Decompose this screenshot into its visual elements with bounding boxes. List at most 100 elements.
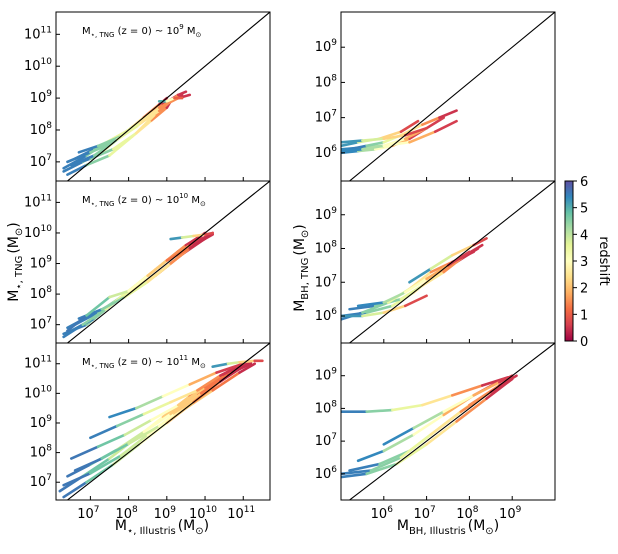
track-segment xyxy=(127,274,150,293)
one-to-one-line xyxy=(348,181,555,343)
track-segment xyxy=(203,231,214,236)
track-segment xyxy=(403,277,428,294)
plot-area xyxy=(62,12,270,181)
y-tick-label: 109 xyxy=(315,367,338,384)
right-ylabel: MBH, TNG(M⊙) xyxy=(292,224,311,312)
track-segment xyxy=(127,424,161,446)
track-segment xyxy=(161,383,192,398)
axes-frame xyxy=(340,180,556,344)
track-segment xyxy=(142,400,172,416)
track-segment xyxy=(112,131,138,151)
y-tick-label: 108 xyxy=(30,121,53,138)
one-to-one-line xyxy=(66,12,270,181)
track-segment xyxy=(450,243,475,257)
track-segment xyxy=(150,403,180,422)
track-segment xyxy=(134,395,165,410)
track-segment xyxy=(96,433,127,448)
axes-frame xyxy=(55,342,271,501)
track-segment xyxy=(365,408,394,413)
track-segment xyxy=(450,384,484,397)
track-segment xyxy=(361,311,386,318)
track-segment xyxy=(180,234,195,239)
track-segment xyxy=(403,294,428,308)
track-segment xyxy=(89,454,123,475)
x-tick-label: 108 xyxy=(456,505,479,522)
x-tick-label: 1011 xyxy=(227,505,255,522)
track-segment xyxy=(408,267,433,284)
track-segment xyxy=(365,304,394,314)
track-segment xyxy=(62,154,88,170)
y-tick-label: 107 xyxy=(315,109,337,126)
y-tick-label: 1010 xyxy=(24,384,52,401)
track-segment xyxy=(408,130,437,144)
track-segment xyxy=(438,109,458,119)
y-tick-label: 108 xyxy=(30,444,53,461)
y-tick-label: 107 xyxy=(315,432,337,449)
track-segment xyxy=(142,412,172,434)
track-segment xyxy=(85,295,111,317)
track-segment xyxy=(382,304,407,314)
panel-annotation: M⋆, TNG (z = 0) ~ 1010 M⊙ xyxy=(82,192,206,208)
x-tick-label: 107 xyxy=(77,505,99,522)
plot-area xyxy=(341,181,555,343)
track-segment xyxy=(361,137,386,142)
y-tick-label: 1011 xyxy=(24,355,52,372)
track-segment xyxy=(361,301,390,314)
track-segment xyxy=(382,433,416,453)
colorbar-tick-label: 2 xyxy=(580,282,588,297)
track-segment xyxy=(341,469,373,476)
track-segment xyxy=(348,304,377,311)
colorbar-gradient xyxy=(564,180,574,342)
plot-area xyxy=(341,343,555,500)
track-segment xyxy=(108,289,130,299)
track-segment xyxy=(69,445,100,460)
track-segment xyxy=(150,106,169,122)
track-segment xyxy=(100,295,127,311)
y-tick-label: 106 xyxy=(315,465,338,482)
track-segment xyxy=(62,323,85,339)
y-tick-label: 109 xyxy=(315,206,338,223)
colorbar-tick-label: 3 xyxy=(580,255,588,270)
track-segment xyxy=(369,456,403,472)
track-segment xyxy=(211,371,241,392)
track-segment xyxy=(100,442,130,460)
track-segment xyxy=(211,362,230,368)
track-segment xyxy=(66,314,88,333)
track-segment xyxy=(165,96,176,103)
track-segment xyxy=(188,234,211,250)
track-segment xyxy=(399,433,433,459)
axes-frame xyxy=(340,342,556,501)
track-segment xyxy=(472,380,501,397)
panel-r3-c1: 107 108 109 1010 1011 107 108 109 1010 1011 M⋆, TN… xyxy=(24,342,271,522)
right-xlabel: MBH, Illustris (M⊙) xyxy=(397,518,499,537)
track-segment xyxy=(421,394,454,407)
track-segment xyxy=(365,462,398,476)
y-tick-label: 109 xyxy=(30,89,53,106)
y-tick-label: 1011 xyxy=(24,193,52,210)
y-tick-label: 108 xyxy=(315,73,338,90)
track-segment xyxy=(429,253,454,271)
y-tick-label: 108 xyxy=(30,285,53,302)
plot-area xyxy=(58,343,270,500)
track-segment xyxy=(238,359,257,364)
track-segment xyxy=(176,90,188,97)
y-tick-label: 1011 xyxy=(24,25,52,42)
track-segment xyxy=(138,106,161,125)
track-segment xyxy=(403,126,428,137)
track-segment xyxy=(348,462,381,472)
track-segment xyxy=(348,144,368,151)
x-tick-label: 1010 xyxy=(189,505,217,522)
colorbar-tick-label: 0 xyxy=(580,335,588,350)
axes-frame xyxy=(340,11,556,182)
track-segment xyxy=(425,116,446,130)
plot-area xyxy=(341,12,555,181)
track-segment xyxy=(399,119,420,134)
track-segment xyxy=(238,362,257,374)
track-segment xyxy=(169,236,184,241)
y-tick-label: 106 xyxy=(315,144,338,161)
track-segment xyxy=(382,426,416,446)
track-segment xyxy=(365,140,386,148)
track-segment xyxy=(157,96,180,109)
panel-r1-c1: 107 108 109 1010 1011 M⋆, TNG (z = 0) ~ 109 M… xyxy=(24,11,271,182)
